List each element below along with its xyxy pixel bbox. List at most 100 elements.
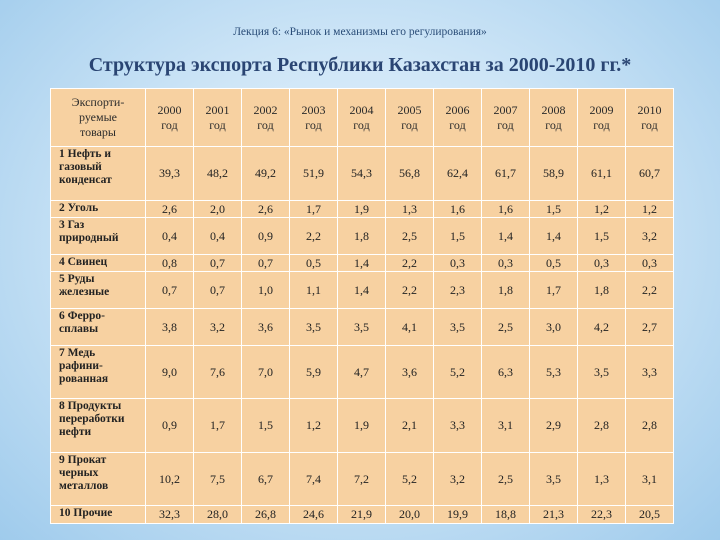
value-cell: 3,5: [289, 308, 338, 346]
value-cell: 58,9: [529, 146, 578, 201]
value-cell: 1,7: [289, 200, 338, 218]
value-cell: 1,5: [529, 200, 578, 218]
value-cell: 5,3: [529, 345, 578, 399]
export-structure-table: Экспорти- руемые товары 2000 год 2001 год …: [50, 88, 674, 524]
slide-title: Структура экспорта Республики Казахстан …: [88, 54, 632, 76]
value-cell: 61,7: [481, 146, 530, 201]
value-cell: 0,5: [529, 254, 578, 272]
year-header: 2005 год: [385, 88, 434, 147]
product-name-cell: 8 Продукты переработки нефти: [50, 398, 146, 453]
value-cell: 1,3: [577, 452, 626, 506]
value-cell: 3,2: [193, 308, 242, 346]
value-cell: 7,5: [193, 452, 242, 506]
table-row: 2 Уголь 2,6 2,0 2,6 1,7 1,9 1,3 1,6 1,6 1,5 1,2 1,2: [50, 200, 674, 218]
value-cell: 1,4: [481, 217, 530, 255]
table-row: 5 Руды железные 0,7 0,7 1,0 1,1 1,4 2,2 2,3 1,8 1,…: [50, 271, 674, 309]
value-cell: 60,7: [625, 146, 674, 201]
product-name-line: 2 Уголь: [59, 202, 99, 214]
product-name-cell: 3 Газ природный: [50, 217, 146, 255]
product-name-line: газовый: [59, 161, 102, 173]
product-name-cell: 1 Нефть и газовый конденсат: [50, 146, 146, 201]
value-cell: 2,2: [625, 271, 674, 309]
product-name-line: 3 Газ: [59, 219, 85, 231]
value-cell: 3,0: [529, 308, 578, 346]
year-header: 2007 год: [481, 88, 530, 147]
value-cell: 2,3: [433, 271, 482, 309]
table-body: 1 Нефть и газовый конденсат 39,3 48,2 49,2 51,…: [50, 146, 674, 524]
value-cell: 3,2: [625, 217, 674, 255]
value-cell: 5,9: [289, 345, 338, 399]
product-name-line: 4 Свинец: [59, 256, 108, 268]
product-name-cell: 4 Свинец: [50, 254, 146, 272]
value-cell: 1,4: [337, 271, 386, 309]
value-cell: 0,3: [433, 254, 482, 272]
value-cell: 61,1: [577, 146, 626, 201]
value-cell: 1,2: [289, 398, 338, 453]
value-cell: 1,6: [433, 200, 482, 218]
value-cell: 1,0: [241, 271, 290, 309]
value-cell: 32,3: [145, 505, 194, 524]
product-name-line: рафини-: [59, 360, 103, 372]
value-cell: 1,7: [193, 398, 242, 453]
value-cell: 3,2: [433, 452, 482, 506]
value-cell: 1,8: [481, 271, 530, 309]
value-cell: 1,5: [241, 398, 290, 453]
product-name-line: металлов: [59, 480, 109, 492]
year-header: 2004 год: [337, 88, 386, 147]
table-row: 7 Медь рафини-рованная 9,0 7,6 7,0 5,9 4,7 3,6 5…: [50, 345, 674, 399]
value-cell: 51,9: [289, 146, 338, 201]
value-cell: 3,3: [625, 345, 674, 399]
value-cell: 2,2: [385, 271, 434, 309]
value-cell: 3,3: [433, 398, 482, 453]
value-cell: 1,5: [433, 217, 482, 255]
value-cell: 2,5: [385, 217, 434, 255]
value-cell: 54,3: [337, 146, 386, 201]
value-cell: 1,2: [577, 200, 626, 218]
value-cell: 21,3: [529, 505, 578, 524]
value-cell: 6,3: [481, 345, 530, 399]
value-cell: 3,6: [241, 308, 290, 346]
value-cell: 0,7: [145, 271, 194, 309]
value-cell: 24,6: [289, 505, 338, 524]
value-cell: 48,2: [193, 146, 242, 201]
value-cell: 7,6: [193, 345, 242, 399]
product-name-cell: 6 Ферро-сплавы: [50, 308, 146, 346]
value-cell: 1,8: [337, 217, 386, 255]
value-cell: 7,0: [241, 345, 290, 399]
value-cell: 0,4: [193, 217, 242, 255]
product-name-line: 7 Медь: [59, 347, 96, 359]
value-cell: 2,9: [529, 398, 578, 453]
year-header: 2006 год: [433, 88, 482, 147]
table-header-row: Экспорти- руемые товары 2000 год 2001 год …: [50, 88, 674, 147]
year-header: 2001 год: [193, 88, 242, 147]
value-cell: 9,0: [145, 345, 194, 399]
value-cell: 1,6: [481, 200, 530, 218]
value-cell: 2,5: [481, 452, 530, 506]
year-header: 2003 год: [289, 88, 338, 147]
value-cell: 2,6: [145, 200, 194, 218]
value-cell: 1,4: [337, 254, 386, 272]
value-cell: 0,3: [625, 254, 674, 272]
product-name-line: переработки: [59, 413, 125, 425]
product-name-line: железные: [59, 286, 110, 298]
table-row: 8 Продукты переработки нефти 0,9 1,7 1,5 1,2 1,…: [50, 398, 674, 453]
value-cell: 20,5: [625, 505, 674, 524]
value-cell: 1,9: [337, 200, 386, 218]
value-cell: 3,1: [481, 398, 530, 453]
value-cell: 2,2: [289, 217, 338, 255]
product-header-line: товары: [80, 125, 116, 139]
value-cell: 6,7: [241, 452, 290, 506]
year-header: 2000 год: [145, 88, 194, 147]
value-cell: 3,5: [337, 308, 386, 346]
value-cell: 3,5: [529, 452, 578, 506]
value-cell: 19,9: [433, 505, 482, 524]
table-row: 3 Газ природный 0,4 0,4 0,9 2,2 1,8 2,5 1,5 1,4 1,…: [50, 217, 674, 255]
product-name-line: сплавы: [59, 323, 99, 335]
value-cell: 2,2: [385, 254, 434, 272]
value-cell: 2,7: [625, 308, 674, 346]
value-cell: 10,2: [145, 452, 194, 506]
value-cell: 1,8: [577, 271, 626, 309]
value-cell: 0,7: [193, 254, 242, 272]
value-cell: 39,3: [145, 146, 194, 201]
value-cell: 2,6: [241, 200, 290, 218]
